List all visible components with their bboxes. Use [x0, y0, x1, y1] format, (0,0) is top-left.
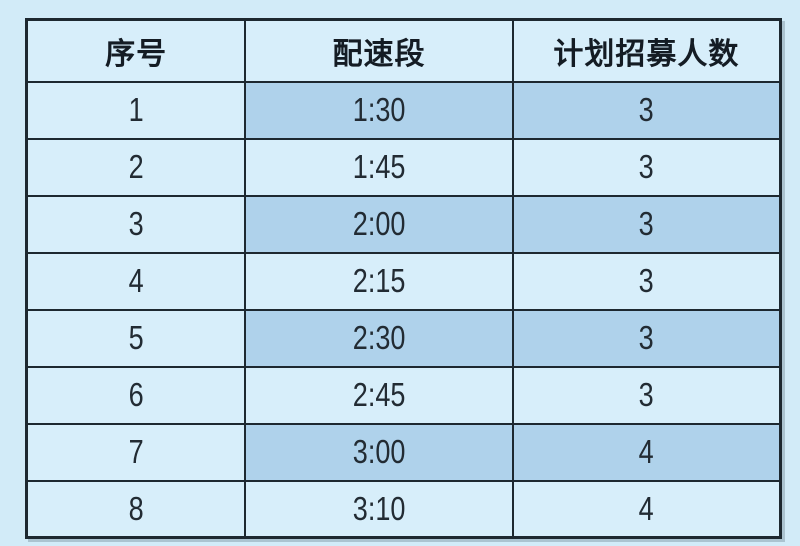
table-header: 序号 配速段 计划招募人数	[25, 18, 782, 83]
count-cell: 4	[511, 479, 782, 539]
pace-cell: 3:10	[244, 479, 514, 539]
cell-value: 3	[638, 91, 654, 128]
pace-cell: 2:30	[244, 308, 514, 368]
table-body: 1 1:30 3 2 1:45 3 3 2:00 3 4 2:15 3 5 2:30 3 6 2:45 3 7 3:0…	[25, 80, 782, 539]
table-row: 1 1:30 3	[25, 80, 782, 140]
cell-value: 2:30	[352, 319, 406, 356]
serial-cell: 6	[25, 365, 247, 425]
count-cell: 4	[511, 422, 782, 482]
cell-value: 1	[128, 91, 144, 128]
serial-cell: 8	[25, 479, 247, 539]
pace-recruitment-table: 序号 配速段 计划招募人数 1 1:30 3 2 1:45 3 3 2:00 3 4 2:15 3 5 2…	[25, 18, 782, 539]
count-cell: 3	[511, 308, 782, 368]
pace-cell: 2:45	[244, 365, 514, 425]
pace-cell: 2:00	[244, 194, 514, 254]
cell-value: 3:10	[352, 489, 406, 527]
cell-value: 3	[638, 148, 654, 185]
cell-value: 3	[638, 262, 654, 299]
table-row: 7 3:00 4	[25, 422, 782, 482]
serial-cell: 2	[25, 137, 247, 197]
serial-cell: 3	[25, 194, 247, 254]
header-serial: 序号	[25, 18, 247, 83]
table-row: 5 2:30 3	[25, 308, 782, 368]
cell-value: 3	[638, 319, 654, 356]
cell-value: 3	[638, 205, 654, 242]
serial-cell: 7	[25, 422, 247, 482]
table-row: 4 2:15 3	[25, 251, 782, 311]
cell-value: 4	[638, 433, 654, 470]
data-table: 序号 配速段 计划招募人数 1 1:30 3 2 1:45 3 3 2:00 3 4 2:15 3 5 2…	[25, 18, 782, 539]
serial-cell: 4	[25, 251, 247, 311]
cell-value: 3:00	[352, 433, 406, 470]
cell-value: 3	[638, 376, 654, 413]
cell-value: 8	[128, 489, 144, 527]
table-row: 6 2:45 3	[25, 365, 782, 425]
cell-value: 1:45	[352, 148, 406, 185]
serial-cell: 1	[25, 80, 247, 140]
pace-cell: 1:30	[244, 80, 514, 140]
table-row: 8 3:10 4	[25, 479, 782, 539]
pace-cell: 1:45	[244, 137, 514, 197]
table-row: 3 2:00 3	[25, 194, 782, 254]
cell-value: 2:45	[352, 376, 406, 413]
cell-value: 2:15	[352, 262, 406, 299]
pace-cell: 2:15	[244, 251, 514, 311]
header-pace: 配速段	[244, 18, 514, 83]
count-cell: 3	[511, 137, 782, 197]
cell-value: 4	[638, 489, 654, 527]
cell-value: 2:00	[352, 205, 406, 242]
count-cell: 3	[511, 251, 782, 311]
cell-value: 3	[128, 205, 144, 242]
cell-value: 4	[128, 262, 144, 299]
cell-value: 2	[128, 148, 144, 185]
header-row: 序号 配速段 计划招募人数	[25, 18, 782, 83]
cell-value: 5	[128, 319, 144, 356]
cell-value: 1:30	[352, 91, 406, 128]
cell-value: 7	[128, 433, 144, 470]
serial-cell: 5	[25, 308, 247, 368]
count-cell: 3	[511, 365, 782, 425]
cell-value: 6	[128, 376, 144, 413]
pace-cell: 3:00	[244, 422, 514, 482]
count-cell: 3	[511, 194, 782, 254]
header-recruit-count: 计划招募人数	[511, 18, 782, 83]
count-cell: 3	[511, 80, 782, 140]
table-row: 2 1:45 3	[25, 137, 782, 197]
